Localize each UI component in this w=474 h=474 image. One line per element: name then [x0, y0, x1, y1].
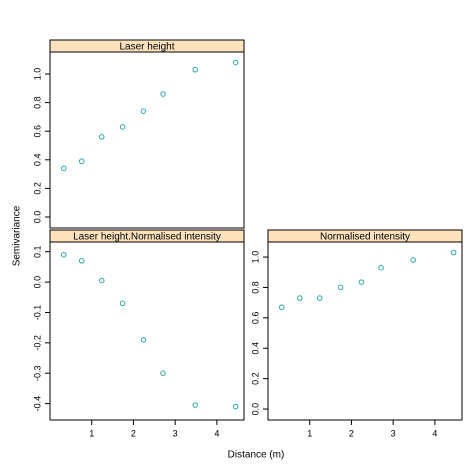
y-tick-label: 0.0	[250, 403, 260, 416]
y-tick-label: 0.0	[32, 211, 42, 224]
y-tick-label: 0.2	[32, 182, 42, 195]
point	[410, 257, 416, 263]
y-tick-label: 0.4	[250, 342, 260, 355]
point	[78, 158, 85, 165]
y-tick-label: -0.2	[32, 335, 42, 351]
point	[140, 108, 147, 114]
panel-title: Laser height	[119, 42, 174, 53]
y-axis-label: Semivariance	[12, 205, 23, 266]
point	[450, 249, 457, 256]
x-tick-label: 2	[349, 428, 354, 438]
y-tick-label: 0.0	[32, 276, 42, 289]
point	[316, 295, 323, 301]
y-tick-label: -0.1	[32, 305, 42, 321]
x-tick-label: 3	[173, 428, 178, 438]
point	[78, 258, 85, 264]
y-tick-label: 0.8	[250, 281, 260, 294]
point	[119, 124, 126, 130]
point	[119, 300, 126, 307]
x-tick-label: 3	[391, 428, 396, 438]
point	[337, 284, 344, 291]
point	[232, 403, 239, 410]
y-tick-label: -0.4	[32, 396, 42, 412]
y-tick-label: 0.1	[32, 245, 42, 258]
x-tick-label: 1	[89, 428, 94, 438]
point	[140, 337, 147, 343]
point	[232, 59, 239, 66]
panel-title: Laser height.Normalised intensity	[73, 232, 221, 243]
point	[98, 134, 105, 140]
x-tick-label: 4	[214, 428, 219, 438]
y-tick-label: 0.6	[250, 312, 260, 325]
y-tick-label: -0.3	[32, 365, 42, 381]
point	[378, 264, 384, 271]
point	[192, 66, 198, 73]
x-tick-label: 1	[307, 428, 312, 438]
y-tick-label: 1.0	[32, 68, 42, 81]
point	[192, 402, 198, 408]
point	[60, 251, 67, 258]
y-tick-label: 0.8	[32, 96, 42, 109]
y-tick-label: 0.6	[32, 125, 42, 138]
y-tick-label: 0.2	[250, 372, 260, 385]
point	[358, 279, 365, 285]
panel-frame	[49, 51, 245, 229]
x-tick-label: 4	[432, 428, 437, 438]
point	[160, 370, 166, 377]
point	[60, 165, 67, 172]
panel-frame	[49, 241, 245, 421]
x-axis-label: Distance (m)	[228, 450, 285, 461]
point	[296, 295, 303, 301]
panel-frame	[267, 241, 463, 421]
point	[160, 91, 166, 97]
x-tick-label: 2	[131, 428, 136, 438]
panel-title: Normalised intensity	[320, 232, 410, 243]
y-tick-label: 0.4	[32, 154, 42, 167]
point	[278, 304, 285, 311]
y-tick-label: 1.0	[250, 251, 260, 264]
point	[98, 277, 105, 284]
